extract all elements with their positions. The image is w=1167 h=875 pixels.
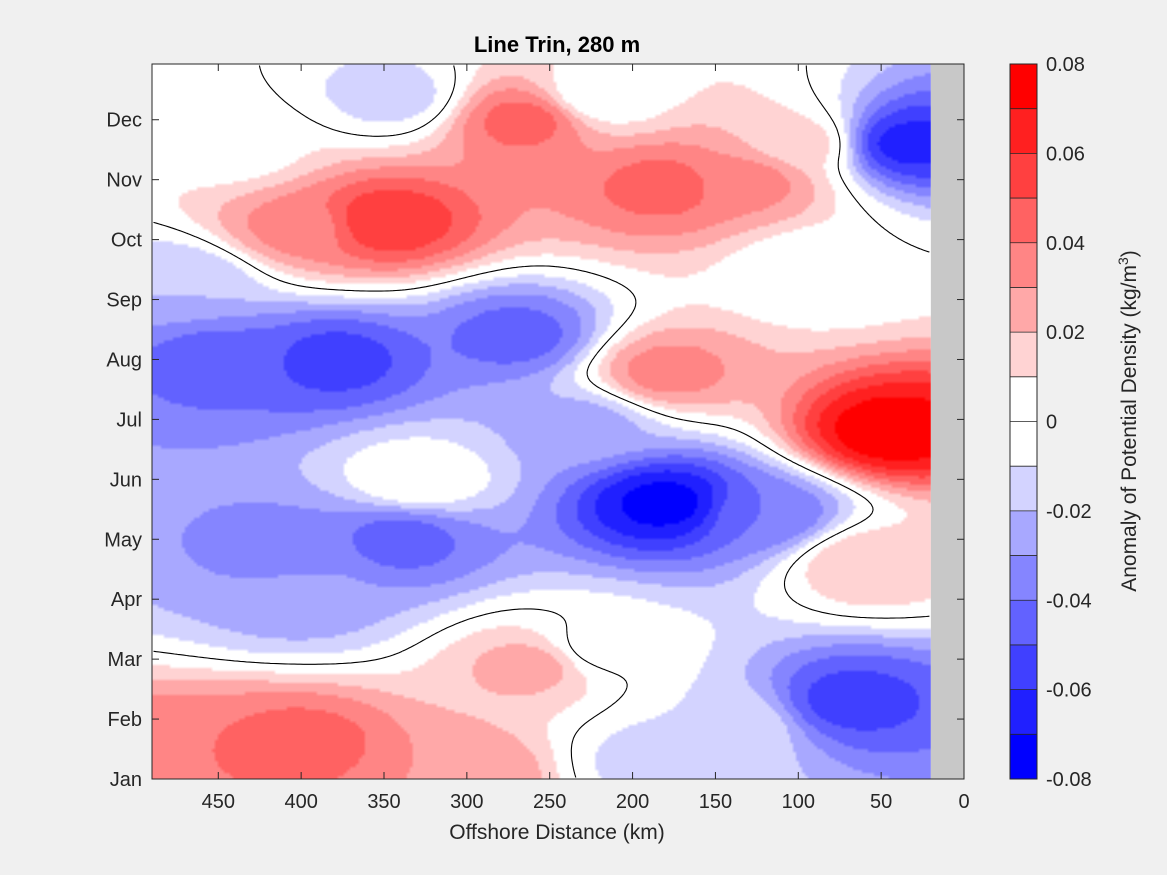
y-tick-label: Nov [106, 170, 142, 192]
colorbar-band [1010, 421, 1037, 467]
colorbar-frame [1009, 63, 1038, 780]
y-tick-label: Sep [106, 290, 142, 312]
colorbar-band [1010, 510, 1037, 556]
colorbar-tick-label: 0.06 [1046, 143, 1085, 165]
colorbar-tick-label: -0.08 [1046, 769, 1092, 791]
colorbar-label-superscript: 3 [1115, 257, 1131, 265]
colorbar-band [1010, 198, 1037, 243]
y-tick-label: Jul [116, 409, 142, 431]
y-tick-label: Jun [110, 469, 142, 491]
y-tick-label: Aug [106, 349, 142, 371]
colorbar-label: Anomaly of Potential Density (kg/m3) [1115, 250, 1141, 592]
colorbar-tick-label: -0.02 [1046, 501, 1092, 523]
y-tick-label: May [104, 529, 142, 551]
colorbar-band [1010, 242, 1037, 288]
y-tick-label: Mar [108, 649, 143, 671]
x-tick-label: 400 [284, 791, 317, 813]
y-tick-label: Feb [108, 709, 142, 731]
x-axis-label: Offshore Distance (km) [449, 821, 665, 844]
colorbar-bands [1010, 64, 1037, 779]
x-tick-label: 250 [533, 791, 566, 813]
x-tick-label: 100 [782, 791, 815, 813]
contour-fill [152, 64, 931, 779]
colorbar-tick-label: 0.02 [1046, 322, 1085, 344]
colorbar-band [1010, 287, 1037, 333]
colorbar-band [1010, 689, 1037, 735]
y-tick-label: Apr [111, 589, 142, 611]
colorbar-tick-label: -0.04 [1046, 590, 1092, 612]
x-tick-label: 300 [450, 791, 483, 813]
colorbar-tick-label: -0.06 [1046, 680, 1092, 702]
colorbar-label-close: ) [1118, 250, 1141, 257]
colorbar-band [1010, 376, 1037, 422]
y-tick-label: Dec [106, 110, 142, 132]
colorbar-band [1010, 466, 1037, 511]
plot-frame [151, 63, 965, 780]
x-tick-label: 450 [202, 791, 235, 813]
colorbar: 0.08 0.06 0.04 0.02 0 -0.02 -0.04 -0.06 -0.08 An… [1009, 54, 1141, 791]
colorbar-band [1010, 332, 1037, 377]
colorbar-band [1010, 600, 1037, 645]
colorbar-band [1010, 153, 1037, 199]
chart-title: Line Trin, 280 m [474, 32, 640, 57]
colorbar-ticks: 0.08 0.06 0.04 0.02 0 -0.02 -0.04 -0.06 -0.08 [1046, 54, 1092, 791]
x-tick-label: 150 [699, 791, 732, 813]
colorbar-tick-label: 0.04 [1046, 233, 1085, 255]
colorbar-band [1010, 64, 1037, 109]
no-data-band [930, 64, 964, 779]
x-tick-label: 200 [616, 791, 649, 813]
colorbar-label-text: Anomaly of Potential Density (kg/m [1118, 265, 1141, 592]
colorbar-band [1010, 108, 1037, 154]
colorbar-tick-label: 0 [1046, 412, 1057, 434]
y-tick-label: Oct [111, 230, 143, 252]
x-tick-label: 350 [367, 791, 400, 813]
x-axis-ticks: 450 400 350 300 250 200 150 100 50 0 [202, 64, 970, 813]
plot-area: 450 400 350 300 250 200 150 100 50 0 Jan Feb Mar Apr… [104, 63, 970, 813]
colorbar-band [1010, 734, 1037, 779]
colorbar-band [1010, 644, 1037, 690]
x-tick-label: 0 [958, 791, 969, 813]
y-tick-label: Jan [110, 769, 142, 791]
x-tick-label: 50 [870, 791, 892, 813]
zero-contour-lines [153, 65, 930, 778]
colorbar-tick-label: 0.08 [1046, 54, 1085, 76]
y-axis-ticks: Jan Feb Mar Apr May Jun Jul Aug Sep Oct Nov Dec [104, 110, 964, 791]
colorbar-band [1010, 555, 1037, 601]
